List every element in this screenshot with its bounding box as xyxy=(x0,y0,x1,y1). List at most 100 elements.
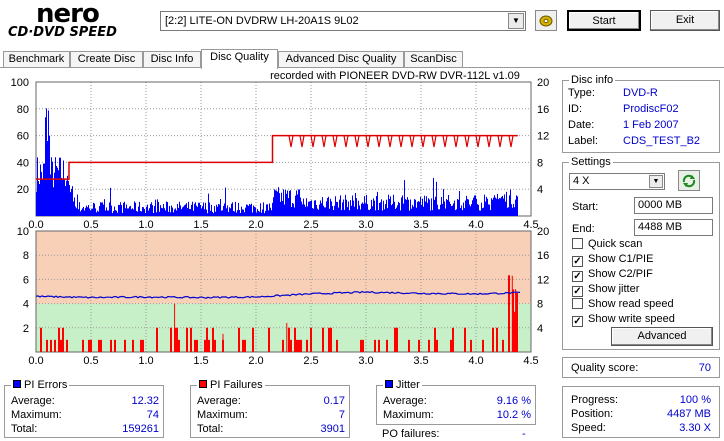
pi-errors-series xyxy=(36,108,518,216)
jitter-title-text: Jitter xyxy=(396,379,420,391)
x-tick-label: 1.0 xyxy=(138,219,153,231)
y-right-tick-label: 8 xyxy=(537,299,543,311)
write-speed-dip xyxy=(387,135,393,148)
pi-failures-total: 3901 xyxy=(320,423,345,435)
show-c2-label: Show C2/PIF xyxy=(588,268,653,280)
y-left-tick-label: 40 xyxy=(17,157,29,169)
total-label: Total: xyxy=(11,423,38,435)
drive-select-value: [2:2] LITE-ON DVDRW LH-20A1S 9L02 xyxy=(165,15,359,27)
pi-errors-total: 159261 xyxy=(122,423,159,435)
id-label: ID: xyxy=(568,103,583,115)
show-c1-label: Show C1/PIE xyxy=(588,253,654,265)
pi-failures-group: PI Failures Average: 0.17 Maximum: 7 Tot… xyxy=(190,379,350,438)
show-c1-pie-checkbox[interactable]: ✓ Show C1/PIE xyxy=(572,253,653,267)
date-label: Date: xyxy=(568,119,595,131)
jitter-group: Jitter Average: 9.16 % Maximum: 10.2 % xyxy=(376,379,536,425)
y-left-tick-label: 8 xyxy=(23,250,29,262)
x-tick-label: 1.5 xyxy=(193,219,208,231)
speed-select[interactable]: 4 X ▼ xyxy=(569,173,665,190)
write-speed-dip xyxy=(464,135,470,148)
y-right-tick-label: 12 xyxy=(537,274,549,286)
tab-create-disc[interactable]: Create Disc xyxy=(70,51,143,68)
y-left-tick-label: 20 xyxy=(17,184,29,196)
average-label: Average: xyxy=(11,395,55,407)
pi-failures-maximum: 7 xyxy=(338,409,345,421)
write-speed-dip xyxy=(442,135,448,148)
refresh-icon xyxy=(682,174,696,188)
nero-logo: nero CD·DVD SPEED xyxy=(8,1,156,42)
y-right-tick-label: 20 xyxy=(537,77,549,89)
checkbox-box[interactable]: ✓ xyxy=(572,286,583,297)
pi-failures-chart: 0.0 0.5 1.0 1.5 2.0 2.5 3.0 3.5 4.0 4.5 10 8 6 4 2 20 16… xyxy=(17,226,550,367)
quick-scan-checkbox[interactable]: Quick scan xyxy=(572,238,642,251)
show-read-label: Show read speed xyxy=(588,298,674,310)
po-failures-value: - xyxy=(522,428,526,440)
show-c2-pif-checkbox[interactable]: ✓ Show C2/PIF xyxy=(572,268,653,282)
write-speed-dip xyxy=(354,135,360,148)
write-speed-dip xyxy=(288,135,294,148)
y-right-tick-label: 16 xyxy=(537,104,549,116)
average-label: Average: xyxy=(197,395,241,407)
x-tick-label: 1.5 xyxy=(193,355,208,367)
chevron-down-icon[interactable]: ▼ xyxy=(508,13,524,29)
x-tick-label: 3.0 xyxy=(358,355,373,367)
checkbox-box[interactable] xyxy=(572,298,583,309)
write-speed-dip xyxy=(453,135,459,148)
start-label: Start: xyxy=(572,201,599,213)
show-write-speed-checkbox[interactable]: ✓ Show write speed xyxy=(572,313,675,327)
checkbox-box[interactable] xyxy=(572,238,583,249)
show-jitter-label: Show jitter xyxy=(588,283,640,295)
legend-swatch xyxy=(199,380,207,388)
end-field[interactable]: 4488 MB xyxy=(634,219,713,236)
write-speed-dip xyxy=(299,135,305,148)
advanced-button[interactable]: Advanced xyxy=(611,327,713,346)
pi-failures-series xyxy=(40,275,518,352)
position-label: Position: xyxy=(571,408,614,420)
x-tick-label: 4.5 xyxy=(523,355,538,367)
label-label: Label: xyxy=(568,135,598,147)
write-speed-dip xyxy=(420,135,426,148)
eject-button[interactable] xyxy=(535,10,557,31)
tab-disc-quality[interactable]: Disc Quality xyxy=(201,49,278,69)
show-write-label: Show write speed xyxy=(588,313,675,325)
total-label: Total: xyxy=(197,423,224,435)
speed-value: 3.30 X xyxy=(679,422,711,434)
tab-disc-info[interactable]: Disc Info xyxy=(143,51,201,68)
type-label: Type: xyxy=(568,87,595,99)
maximum-label: Maximum: xyxy=(383,409,434,421)
x-tick-label: 1.0 xyxy=(138,355,153,367)
x-tick-label: 0.0 xyxy=(28,219,43,231)
refresh-button[interactable] xyxy=(678,170,700,191)
x-tick-label: 3.5 xyxy=(413,219,428,231)
progress-value: 100 % xyxy=(679,394,711,406)
tab-benchmark[interactable]: Benchmark xyxy=(3,51,70,68)
show-jitter-checkbox[interactable]: ✓ Show jitter xyxy=(572,283,639,297)
tab-advanced-disc-quality[interactable]: Advanced Disc Quality xyxy=(278,51,404,68)
x-tick-label: 2.5 xyxy=(303,355,318,367)
start-field[interactable]: 0000 MB xyxy=(634,197,713,214)
y-left-tick-label: 60 xyxy=(17,131,29,143)
drive-select[interactable]: [2:2] LITE-ON DVDRW LH-20A1S 9L02 ▼ xyxy=(160,11,526,31)
exit-button[interactable]: Exit xyxy=(650,10,720,31)
checkbox-box[interactable]: ✓ xyxy=(572,316,583,327)
pi-errors-title: PI Errors xyxy=(11,379,70,391)
settings-group: Settings 4 X ▼ Start: 0000 MB End: 4488 … xyxy=(562,156,720,350)
pi-errors-group: PI Errors Average: 12.32 Maximum: 74 Tot… xyxy=(4,379,164,438)
tab-scandisc[interactable]: ScanDisc xyxy=(404,51,463,68)
write-speed-dip xyxy=(365,135,371,148)
show-read-speed-checkbox[interactable]: Show read speed xyxy=(572,298,674,311)
y-left-tick-label: 2 xyxy=(23,323,29,335)
y-right-tick-label: 4 xyxy=(537,323,543,335)
chevron-down-icon[interactable]: ▼ xyxy=(649,175,663,188)
jitter-average: 9.16 % xyxy=(496,395,531,407)
type-value: DVD-R xyxy=(623,87,658,99)
y-right-tick-label: 16 xyxy=(537,250,549,262)
x-tick-label: 3.5 xyxy=(413,355,428,367)
checkbox-box[interactable]: ✓ xyxy=(572,271,583,282)
write-speed-dip xyxy=(310,135,316,148)
checkbox-box[interactable]: ✓ xyxy=(572,256,583,267)
start-button[interactable]: Start xyxy=(567,10,641,31)
write-speed-dip xyxy=(343,135,349,148)
charts-area: recorded with PIONEER DVD-RW DVR-112L v1… xyxy=(11,70,550,367)
y-left-tick-label: 100 xyxy=(11,77,29,89)
